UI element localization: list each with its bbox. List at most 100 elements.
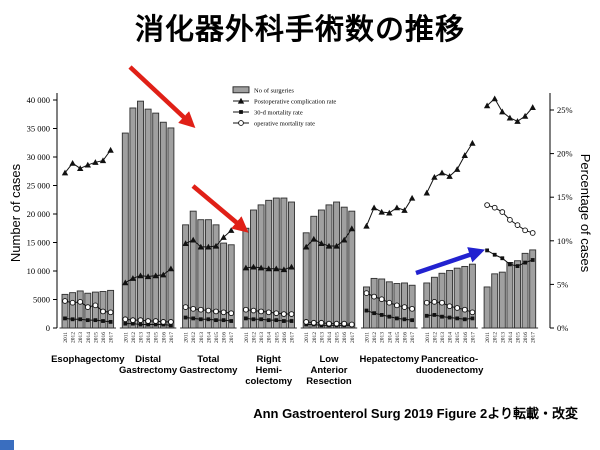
surgery-bar xyxy=(514,260,521,329)
group-label: Right xyxy=(257,354,282,365)
year-label: 2011 xyxy=(485,332,491,343)
triangle-marker xyxy=(265,265,272,272)
triangle-marker xyxy=(242,264,250,271)
circle-marker xyxy=(371,293,377,300)
square-marker xyxy=(85,318,90,323)
surgery-bar xyxy=(453,267,461,329)
year-label: 2013 xyxy=(440,332,446,343)
surgery-bar xyxy=(204,219,212,329)
square-marker xyxy=(523,260,527,265)
left-axis-tick-label: 30 000 xyxy=(27,152,50,162)
triangle-marker xyxy=(137,272,144,279)
circle-marker xyxy=(197,306,204,313)
triangle-marker xyxy=(521,112,529,119)
triangle-marker xyxy=(454,166,461,172)
group-label: colectomy xyxy=(245,376,293,387)
triangle-marker xyxy=(318,240,325,247)
circle-marker xyxy=(273,310,280,317)
circle-marker xyxy=(243,306,249,313)
annotation-arrow xyxy=(191,184,249,233)
year-label: 2017 xyxy=(531,332,537,343)
square-marker xyxy=(221,318,226,323)
circle-marker xyxy=(341,320,348,327)
square-marker xyxy=(492,252,497,257)
square-marker xyxy=(274,318,279,323)
square-marker xyxy=(515,264,520,268)
surgery-bar xyxy=(76,290,84,329)
square-marker xyxy=(138,322,143,327)
surgery-bar xyxy=(167,127,175,329)
surgery-bar xyxy=(521,252,529,329)
square-marker xyxy=(379,313,384,317)
surgery-bar xyxy=(348,210,356,329)
triangle-marker xyxy=(257,264,265,271)
square-marker xyxy=(455,316,460,321)
legend-label: Postoperative complication rate xyxy=(254,99,336,106)
square-marker xyxy=(123,321,128,326)
left-axis-tick-label: 25 000 xyxy=(27,181,50,191)
triangle-marker xyxy=(303,243,310,250)
surgery-bar xyxy=(461,265,469,329)
circle-marker xyxy=(213,308,219,315)
square-marker xyxy=(387,314,392,319)
triangle-marker xyxy=(107,146,114,153)
year-label: 2015 xyxy=(93,332,99,343)
triangle-marker xyxy=(250,263,257,270)
square-marker xyxy=(289,319,294,323)
square-marker xyxy=(364,308,369,313)
circle-marker xyxy=(461,306,468,313)
surgery-bar xyxy=(280,197,288,329)
surgery-bar xyxy=(363,286,370,329)
square-marker xyxy=(470,316,475,321)
square-marker xyxy=(266,318,271,323)
triangle-marker xyxy=(280,266,288,273)
square-marker xyxy=(432,313,437,317)
square-marker xyxy=(259,317,263,322)
circle-marker xyxy=(491,204,498,211)
right-axis-tick-label: 0% xyxy=(557,323,568,333)
surgery-bar xyxy=(370,277,378,329)
triangle-marker xyxy=(160,271,167,278)
year-label: 2017 xyxy=(410,332,416,343)
year-label: 2016 xyxy=(523,332,529,343)
square-marker xyxy=(183,315,188,320)
triangle-marker xyxy=(461,152,468,158)
group-label: Gastrectomy xyxy=(119,365,178,376)
surgery-bar xyxy=(506,262,514,329)
group-label: Hemi- xyxy=(255,365,281,376)
circle-marker xyxy=(409,305,415,312)
attribution-text: Ann Gastroenterol Surg 2019 Figure 2より転載… xyxy=(253,406,578,421)
circle-marker xyxy=(303,319,310,325)
year-label: 2015 xyxy=(395,332,401,343)
circle-marker xyxy=(499,209,506,215)
circle-marker xyxy=(310,319,317,326)
circle-marker xyxy=(529,230,536,236)
right-axis-tick-label: 25% xyxy=(557,105,573,115)
triangle-marker xyxy=(310,235,317,242)
triangle-marker xyxy=(446,173,453,179)
year-label: 2014 xyxy=(267,332,273,343)
circle-marker xyxy=(423,299,430,306)
year-label: 2017 xyxy=(229,332,235,343)
right-axis-tick-label: 10% xyxy=(557,236,573,246)
surgery-bar xyxy=(325,204,333,329)
circle-marker xyxy=(363,290,370,296)
triangle-marker xyxy=(378,208,385,215)
year-label: 2015 xyxy=(274,332,280,343)
triangle-marker xyxy=(325,242,333,249)
circle-marker xyxy=(326,320,332,327)
surgery-bar xyxy=(182,224,190,329)
triangle-marker xyxy=(228,227,235,233)
surgery-bar xyxy=(69,292,77,329)
triangle-marker xyxy=(152,272,159,279)
left-axis-tick-label: 20 000 xyxy=(27,209,50,219)
triangle-marker xyxy=(167,265,175,272)
group-label: Gastrectomy xyxy=(179,365,238,376)
circle-marker xyxy=(182,304,189,310)
year-label: 2016 xyxy=(282,332,288,343)
circle-marker xyxy=(238,120,244,126)
square-marker xyxy=(500,256,505,261)
triangle-marker xyxy=(408,194,416,201)
